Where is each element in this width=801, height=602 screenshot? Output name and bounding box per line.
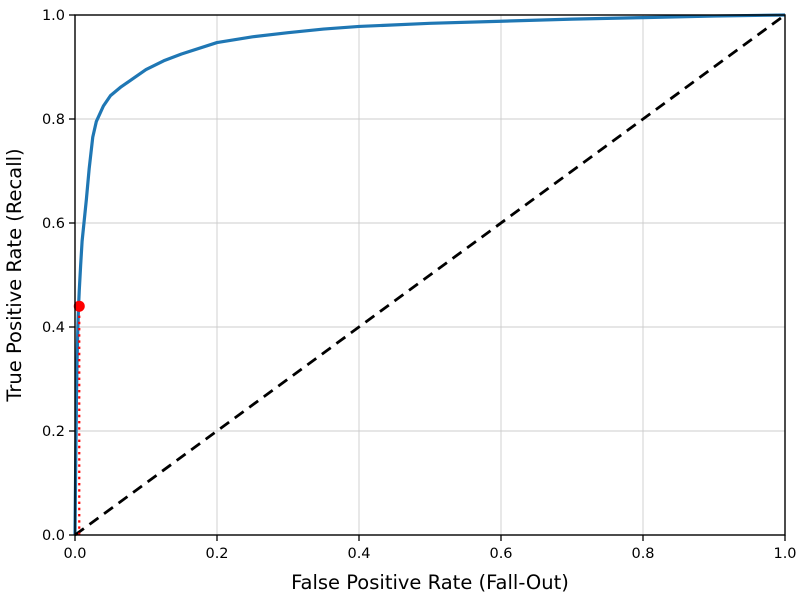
x-tick-label: 0.8 xyxy=(631,546,654,562)
chance-diagonal-line xyxy=(74,13,786,537)
y-tick-label: 0.6 xyxy=(42,216,65,232)
x-tick-label: 0.6 xyxy=(489,546,512,562)
plot-border xyxy=(74,14,786,536)
series-layer xyxy=(73,13,786,537)
x-tick-label: 0.2 xyxy=(205,546,228,562)
grid-layer xyxy=(75,15,785,535)
y-tick-label: 0.8 xyxy=(42,112,65,128)
axes-layer: 0.0 0.2 0.4 0.6 0.8 1.0 0.0 0.2 0.4 0.6 0.8 1.0 xyxy=(42,8,797,562)
y-tick-label: 0.4 xyxy=(42,320,65,336)
operating-point-marker xyxy=(73,300,85,312)
y-tick-label: 0.2 xyxy=(42,424,65,440)
y-tick-label: 1.0 xyxy=(42,8,65,24)
y-axis-label: True Positive Rate (Recall) xyxy=(3,148,26,402)
y-tick-label: 0.0 xyxy=(42,528,65,544)
x-tick-label: 1.0 xyxy=(773,546,796,562)
x-tick-label: 0.0 xyxy=(63,546,86,562)
x-axis-label: False Positive Rate (Fall-Out) xyxy=(291,571,569,594)
x-tick-label: 0.4 xyxy=(347,546,370,562)
